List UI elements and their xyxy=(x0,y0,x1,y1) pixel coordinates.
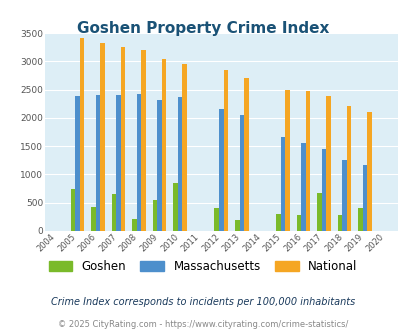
Bar xyxy=(75,96,79,231)
Legend: Goshen, Massachusetts, National: Goshen, Massachusetts, National xyxy=(49,260,356,273)
Bar xyxy=(153,200,157,231)
Bar xyxy=(243,78,248,231)
Bar xyxy=(362,165,367,231)
Bar xyxy=(70,188,75,231)
Bar xyxy=(173,183,177,231)
Bar xyxy=(316,193,321,231)
Bar xyxy=(325,96,330,231)
Bar xyxy=(239,115,243,231)
Bar xyxy=(141,50,145,231)
Bar xyxy=(162,59,166,231)
Bar xyxy=(132,218,136,231)
Bar xyxy=(284,89,289,231)
Bar xyxy=(223,70,228,231)
Bar xyxy=(305,91,309,231)
Bar xyxy=(111,194,116,231)
Bar xyxy=(79,38,84,231)
Bar xyxy=(116,95,121,231)
Bar xyxy=(91,207,96,231)
Bar xyxy=(321,149,325,231)
Bar xyxy=(96,95,100,231)
Bar xyxy=(182,64,187,231)
Bar xyxy=(301,143,305,231)
Bar xyxy=(341,160,346,231)
Bar xyxy=(280,137,284,231)
Bar xyxy=(357,208,362,231)
Bar xyxy=(234,220,239,231)
Bar xyxy=(100,43,104,231)
Bar xyxy=(337,214,341,231)
Bar xyxy=(157,100,162,231)
Text: Crime Index corresponds to incidents per 100,000 inhabitants: Crime Index corresponds to incidents per… xyxy=(51,297,354,307)
Bar xyxy=(296,214,301,231)
Text: © 2025 CityRating.com - https://www.cityrating.com/crime-statistics/: © 2025 CityRating.com - https://www.city… xyxy=(58,319,347,329)
Bar xyxy=(367,112,371,231)
Bar xyxy=(218,109,223,231)
Bar xyxy=(177,97,182,231)
Bar xyxy=(136,93,141,231)
Bar xyxy=(275,214,280,231)
Bar xyxy=(346,106,350,231)
Text: Goshen Property Crime Index: Goshen Property Crime Index xyxy=(77,21,328,36)
Bar xyxy=(121,47,125,231)
Bar xyxy=(214,208,218,231)
